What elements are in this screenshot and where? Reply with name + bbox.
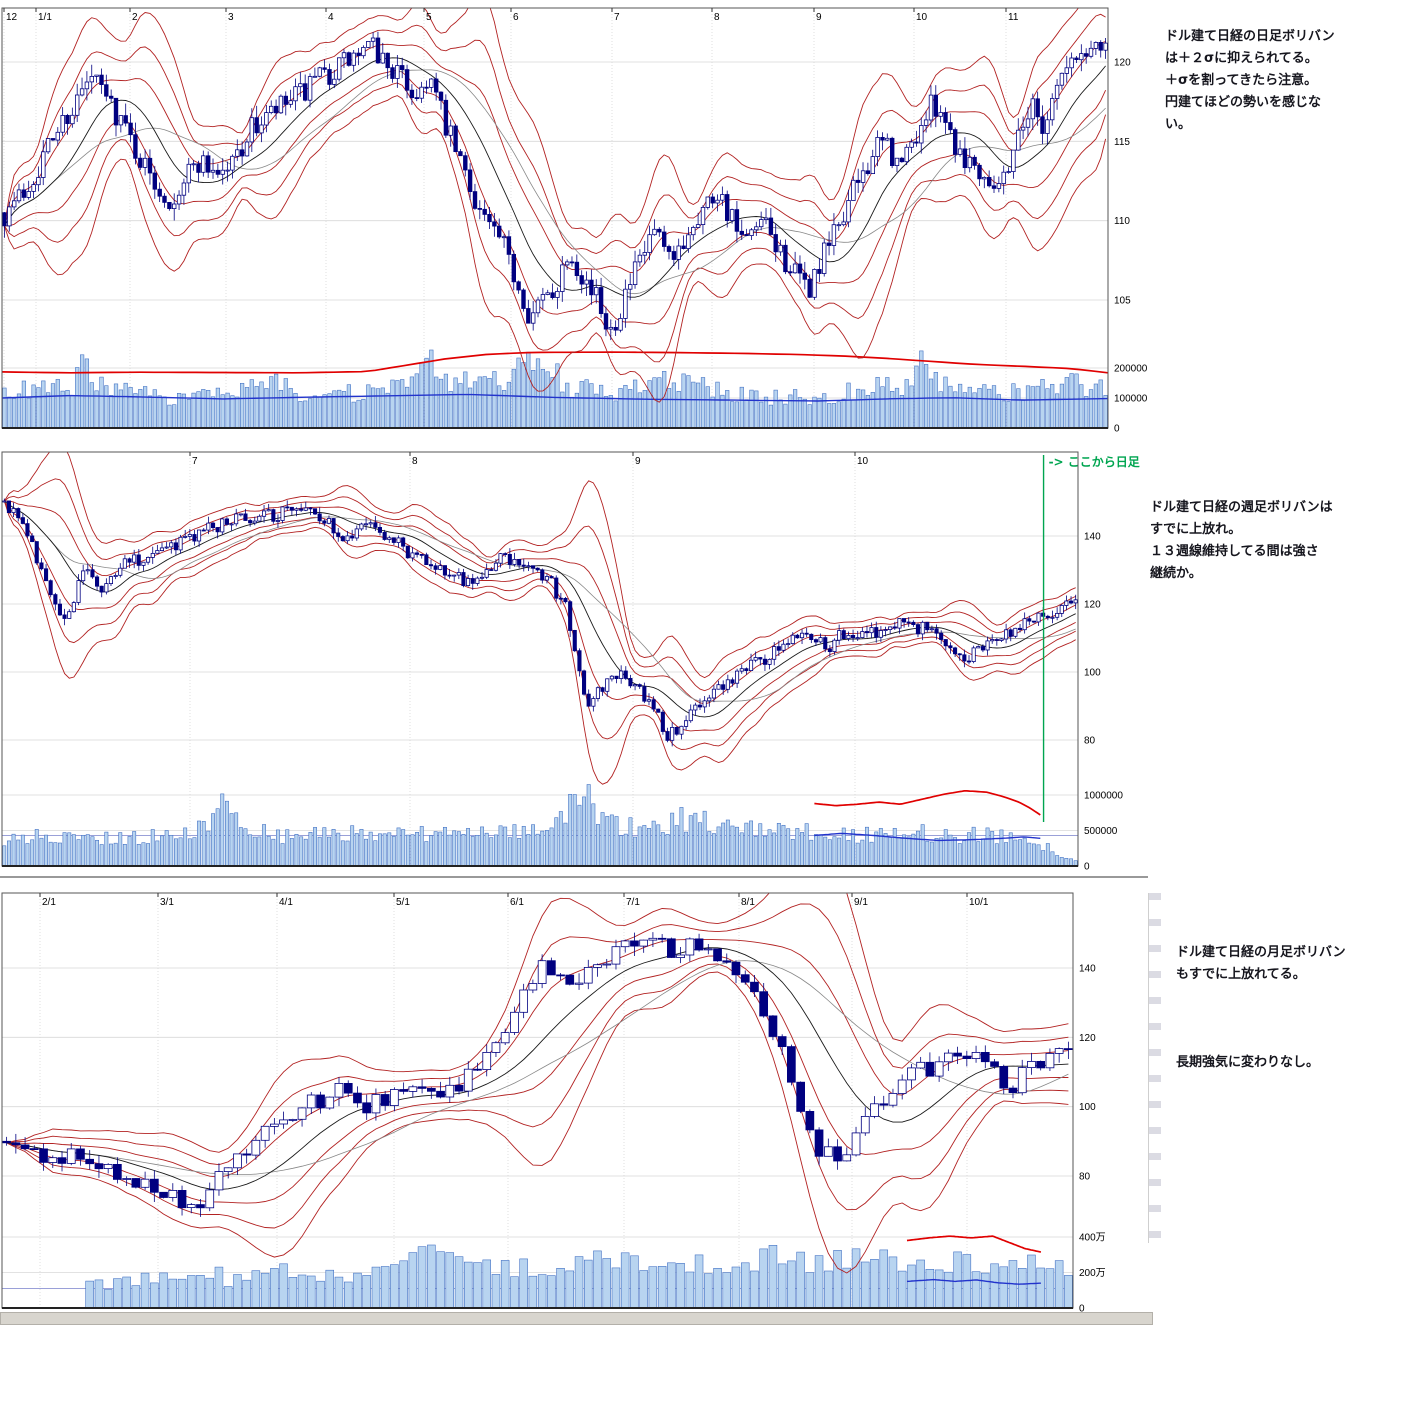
y-axis-label: 120 (1079, 1033, 1096, 1044)
x-axis-label: 3 (228, 12, 234, 23)
y-axis-label: 400万 (1079, 1233, 1106, 1244)
y-axis-label: 80 (1084, 736, 1096, 747)
y-axis-label: 0 (1079, 1304, 1085, 1315)
x-axis-label: 5 (426, 12, 432, 23)
y-axis-label: 105 (1114, 296, 1131, 307)
x-axis-label: 10 (857, 456, 869, 467)
x-axis-label: 10 (916, 12, 928, 23)
daily-chart: 12 1/1 2 3 4 5 6 7 8 9 10 11 120 115 110 105 200000 10000… (1, 7, 1148, 435)
x-axis-label: 2 (132, 12, 138, 23)
y-axis-label: 200万 (1079, 1268, 1106, 1279)
monthly-annotation: ドル建て日経の月足ボリバン もすでに上放れてる。 (1176, 945, 1346, 982)
daily-annotation: ドル建て日経の日足ボリバン は＋２σに抑えられてる。 ＋σを割ってきたら注意。 … (1165, 29, 1335, 132)
x-axis-label: 12 (6, 12, 18, 23)
y-axis-label: 0 (1114, 424, 1120, 435)
y-axis-label: 200000 (1114, 364, 1148, 375)
y-axis-label: 500000 (1084, 826, 1118, 837)
x-axis-label: 9/1 (854, 897, 868, 908)
y-axis-label: 140 (1079, 964, 1096, 975)
y-axis-label: 110 (1114, 216, 1130, 227)
y-axis-label: 120 (1114, 58, 1131, 69)
y-axis-label: 0 (1084, 862, 1090, 873)
x-axis-label: 5/1 (396, 897, 410, 908)
x-axis-label: 2/1 (42, 897, 56, 908)
y-axis-label: 80 (1079, 1172, 1091, 1183)
x-axis-label: 7 (614, 12, 620, 23)
x-axis-label: 7/1 (626, 897, 640, 908)
monthly-chart: 2/1 3/1 4/1 5/1 6/1 7/1 8/1 9/1 10/1 140 120 100 80 4… (1, 892, 1106, 1315)
x-axis-label: 7 (192, 456, 198, 467)
horizontal-scrollbar[interactable] (0, 1312, 1153, 1325)
y-axis-label: 100000 (1114, 394, 1148, 405)
y-axis-label: 100 (1079, 1102, 1096, 1113)
x-axis-label: 4/1 (279, 897, 293, 908)
x-axis-label: 6 (513, 12, 519, 23)
x-axis-label: 1/1 (38, 12, 52, 23)
x-axis-label: 8 (412, 456, 418, 467)
y-axis-label: 140 (1084, 532, 1101, 543)
weekly-start-note: -> ここから日足 (1049, 455, 1140, 469)
y-axis-label: 115 (1114, 137, 1130, 148)
x-axis-label: 6/1 (510, 897, 524, 908)
x-axis-label: 11 (1008, 12, 1019, 23)
x-axis-label: 8/1 (741, 897, 755, 908)
x-axis-label: 9 (635, 456, 641, 467)
x-axis-label: 10/1 (969, 897, 989, 908)
clipped-side-panel (1148, 893, 1161, 1243)
x-axis-label: 9 (816, 12, 822, 23)
x-axis-label: 4 (328, 12, 334, 23)
weekly-annotation: ドル建て日経の週足ボリバンは すでに上放れ。 １３週線維持してる間は強さ 継続か… (1150, 500, 1333, 581)
y-axis-label: 120 (1084, 600, 1101, 611)
x-axis-label: 8 (714, 12, 720, 23)
monthly-annotation-2: 長期強気に変わりなし。 (1176, 1055, 1320, 1070)
y-axis-label: 100 (1084, 668, 1101, 679)
y-axis-label: 1000000 (1084, 791, 1123, 802)
x-axis-label: 3/1 (160, 897, 174, 908)
weekly-chart: -> ここから日足 7 8 9 10 140 120 100 80 1000000 500000 0 (1, 451, 1140, 873)
